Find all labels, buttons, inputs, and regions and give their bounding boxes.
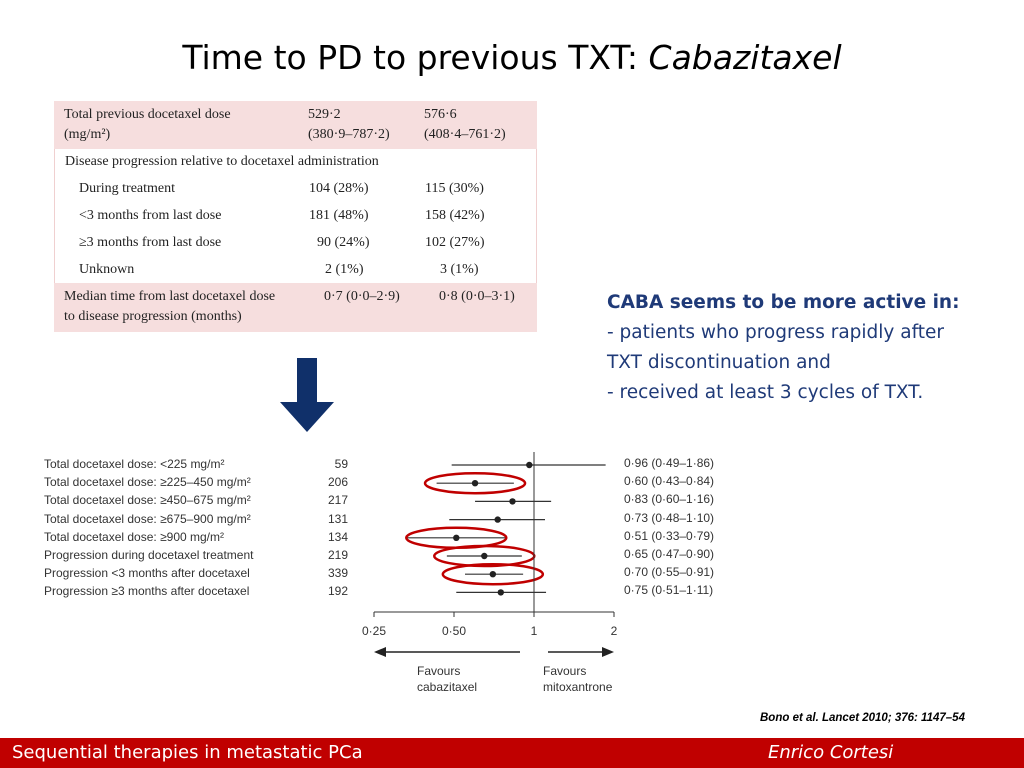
median-a: 0·7 (0·0–2·9) [324, 289, 400, 304]
point-estimate [494, 516, 501, 523]
forest-row-n: 206 [327, 475, 348, 490]
favours-left-line: cabazitaxel [417, 680, 478, 694]
forest-row-label: Total docetaxel dose: ≥450–675 mg/m² [44, 493, 251, 508]
dose-label-2: (mg/m²) [64, 127, 111, 142]
dose-b-2: (408·4–761·2) [424, 127, 506, 142]
favours-cabazitaxel: Favours cabazitaxel [417, 663, 477, 695]
favours-right-arrowhead [602, 647, 614, 657]
dose-label-1: Total previous docetaxel dose [64, 107, 231, 122]
down-arrow-icon [280, 358, 334, 432]
x-tick-label: 2 [611, 624, 618, 638]
forest-row-ci: 0·65 (0·47–0·90) [624, 547, 715, 561]
forest-row-n: 217 [327, 493, 348, 508]
dose-a-1: 529·2 [308, 107, 341, 122]
forest-row-ci: 0·96 (0·49–1·86) [624, 456, 715, 470]
forest-row-n: 131 [327, 511, 348, 526]
baseline-table: Total previous docetaxel dose (mg/m²) 52… [54, 101, 537, 332]
key-message-heading: CABA seems to be more active in: [607, 292, 960, 313]
section-heading: Disease progression relative to docetaxe… [65, 154, 379, 169]
key-message-line: TXT discontinuation and [607, 352, 831, 373]
citation: Bono et al. Lancet 2010; 376: 1147–54 [760, 712, 965, 724]
favours-left-arrowhead [374, 647, 386, 657]
forest-row-label: Progression ≥3 months after docetaxel [44, 584, 250, 599]
row-label: During treatment [79, 181, 176, 196]
forest-row-ci: 0·75 (0·51–1·11) [624, 583, 714, 598]
favours-right-line: mitoxantrone [543, 680, 613, 694]
median-b: 0·8 (0·0–3·1) [439, 289, 515, 304]
key-message-line: - received at least 3 cycles of TXT. [607, 382, 924, 403]
point-estimate [489, 571, 497, 578]
footer-left: Sequential therapies in metastatic PCa [12, 742, 363, 763]
favours-left-line: Favours [417, 664, 461, 678]
row-a: 90 (24%) [317, 235, 370, 250]
point-estimate [526, 461, 533, 469]
median-label-1: Median time from last docetaxel dose [64, 289, 276, 304]
key-message-line: - patients who progress rapidly after [607, 322, 945, 343]
row-b: 3 (1%) [440, 262, 479, 277]
title-italic: Cabazitaxel [648, 38, 842, 77]
key-message: CABA seems to be more active in: - patie… [607, 288, 1007, 408]
forest-row-label: Progression during docetaxel treatment [44, 548, 254, 562]
forest-row-label: Total docetaxel dose: <225 mg/m² [44, 457, 225, 471]
forest-row-label: Progression <3 months after docetaxel [44, 566, 250, 581]
point-estimate [481, 552, 488, 560]
title-plain: Time to PD to previous TXT: [182, 38, 649, 77]
row-a: 2 (1%) [325, 262, 364, 277]
forest-row-ci: 0·83 (0·60–1·16) [624, 492, 715, 507]
row-label: <3 months from last dose [79, 208, 222, 223]
progression-section: Disease progression relative to docetaxe… [54, 149, 537, 283]
point-estimate [509, 498, 516, 505]
slide-title: Time to PD to previous TXT: Cabazitaxel [0, 38, 1024, 77]
footer-right: Enrico Cortesi [768, 742, 894, 763]
x-tick-label: 0·50 [442, 624, 466, 638]
median-row: Median time from last docetaxel dose to … [54, 283, 537, 332]
forest-row-n: 59 [334, 457, 348, 471]
forest-row-label: Total docetaxel dose: ≥900 mg/m² [44, 529, 225, 544]
forest-row-ci: 0·73 (0·48–1·10) [624, 510, 715, 525]
forest-row-n: 134 [327, 529, 348, 544]
row-b: 158 (42%) [425, 208, 485, 223]
point-estimate [471, 480, 479, 487]
median-label-2: to disease progression (months) [64, 309, 242, 324]
highlight-ellipse [423, 471, 527, 495]
forest-row-label: Total docetaxel dose: ≥225–450 mg/m² [44, 475, 251, 490]
dose-row: Total previous docetaxel dose (mg/m²) 52… [54, 101, 537, 149]
forest-plot: Total docetaxel dose: <225 mg/m² 59 0·96 (… [0, 440, 1024, 710]
footer-bar: Sequential therapies in metastatic PCa E… [0, 738, 1024, 768]
highlight-ellipse [441, 562, 545, 586]
row-label: Unknown [79, 262, 135, 277]
forest-row-n: 219 [327, 548, 348, 562]
favours-right-line: Favours [543, 664, 587, 678]
favours-mitoxantrone: Favours mitoxantrone [543, 663, 612, 695]
x-tick-label: 0·25 [362, 624, 386, 638]
forest-plot-svg: 0·25 0·50 1 2 [362, 452, 618, 657]
row-a: 104 (28%) [309, 181, 369, 196]
forest-row-n: 192 [327, 584, 348, 599]
dose-b-1: 576·6 [424, 107, 457, 122]
point-estimate [453, 534, 460, 541]
forest-row-ci: 0·60 (0·43–0·84) [624, 474, 715, 489]
forest-row-label: Total docetaxel dose: ≥675–900 mg/m² [44, 511, 251, 526]
dose-a-2: (380·9–787·2) [308, 127, 390, 142]
forest-row-n: 339 [327, 566, 348, 581]
row-b: 102 (27%) [425, 235, 485, 250]
point-estimate [497, 589, 504, 596]
row-a: 181 (48%) [309, 208, 369, 223]
row-label: ≥3 months from last dose [79, 235, 222, 250]
forest-row-ci: 0·51 (0·33–0·79) [624, 528, 715, 543]
forest-row-ci: 0·70 (0·55–0·91) [624, 565, 715, 580]
row-b: 115 (30%) [425, 181, 484, 196]
x-tick-label: 1 [531, 624, 538, 638]
